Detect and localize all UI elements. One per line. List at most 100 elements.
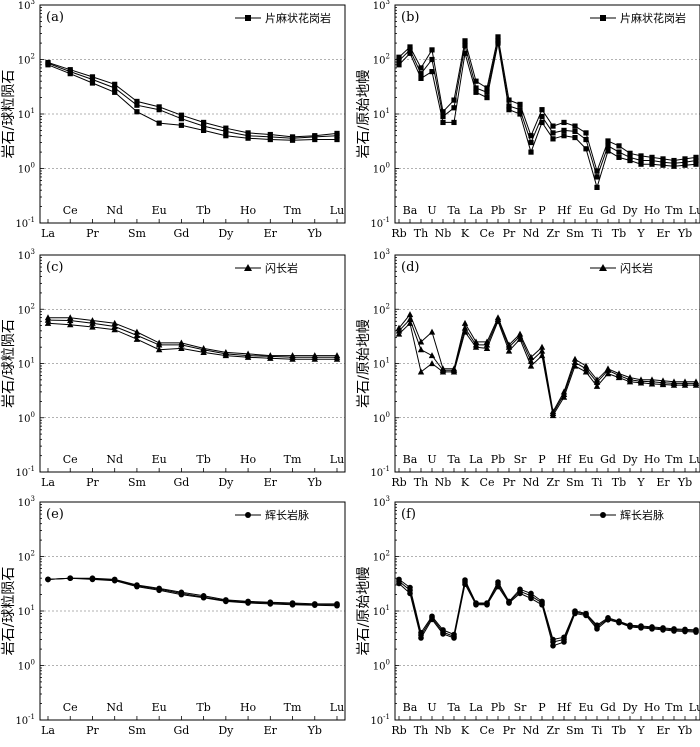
data-point xyxy=(582,365,590,372)
data-point xyxy=(627,150,633,156)
data-point xyxy=(418,71,424,77)
legend-label: 辉长岩脉 xyxy=(265,508,309,522)
data-point xyxy=(201,123,207,129)
data-point xyxy=(638,161,644,167)
x-tick-label: Ce xyxy=(480,227,495,240)
data-point xyxy=(428,328,436,335)
data-point xyxy=(671,160,677,166)
y-axis-label: 岩石/球粒陨石 xyxy=(1,319,17,408)
data-point xyxy=(395,330,403,337)
data-point xyxy=(67,317,74,324)
x-tick-label: Er xyxy=(656,227,670,240)
data-point xyxy=(671,628,677,634)
x-tick-label: U xyxy=(427,453,436,466)
y-tick-label: 101 xyxy=(18,357,35,371)
data-point xyxy=(312,134,318,140)
x-tick-label: K xyxy=(461,476,470,489)
data-point xyxy=(451,105,457,111)
data-point xyxy=(483,338,491,345)
data-point xyxy=(461,328,469,335)
series-line xyxy=(398,580,697,643)
data-point xyxy=(223,133,229,139)
y-tick-label: 10-1 xyxy=(15,465,35,479)
x-tick-label: Gd xyxy=(173,227,189,240)
x-tick-label: Pr xyxy=(503,476,516,489)
data-point xyxy=(517,111,523,117)
data-point xyxy=(311,355,318,362)
data-point xyxy=(178,116,184,122)
plot-frame xyxy=(394,4,700,224)
data-point xyxy=(67,321,74,328)
data-point xyxy=(649,154,655,160)
series-1 xyxy=(395,311,700,415)
x-tick-label: Rb xyxy=(391,227,406,240)
x-tick-label: Y xyxy=(636,724,645,737)
data-point xyxy=(660,162,666,168)
data-point xyxy=(156,587,162,594)
x-tick-label: Tb xyxy=(196,204,210,217)
y-tick-label: 101 xyxy=(373,357,390,371)
x-tick-label: Gd xyxy=(600,701,616,714)
data-point xyxy=(312,136,318,143)
data-point xyxy=(538,347,546,354)
plot-frame xyxy=(39,254,346,473)
x-tick-label: Tm xyxy=(665,204,683,217)
data-point xyxy=(594,184,600,190)
data-point xyxy=(245,135,251,141)
data-point xyxy=(561,119,567,126)
data-point xyxy=(429,616,435,623)
data-point xyxy=(134,109,140,115)
data-point xyxy=(627,154,633,160)
data-point xyxy=(671,163,677,169)
x-tick-label: Ho xyxy=(240,701,257,714)
series-line xyxy=(47,62,338,138)
data-point xyxy=(178,341,185,348)
x-tick-label: Yb xyxy=(677,724,692,737)
data-point xyxy=(428,352,436,359)
series-3 xyxy=(396,580,699,649)
data-point xyxy=(89,76,96,83)
data-point xyxy=(528,595,534,602)
series-line xyxy=(398,40,697,179)
series-2 xyxy=(395,315,700,417)
x-tick-label: K xyxy=(461,227,470,240)
series-line xyxy=(398,318,696,415)
y-tick-label: 101 xyxy=(18,107,35,121)
data-point xyxy=(396,62,402,68)
x-tick-label: Yb xyxy=(307,724,322,737)
data-point xyxy=(539,113,545,120)
x-tick-label: Sr xyxy=(514,453,528,466)
data-point xyxy=(473,85,479,91)
y-tick-label: 103 xyxy=(373,248,390,262)
x-tick-label: Ho xyxy=(644,204,661,217)
data-point xyxy=(428,360,436,367)
data-point xyxy=(528,133,534,139)
series-line xyxy=(47,577,337,606)
panel-label: (f) xyxy=(401,507,416,522)
data-point xyxy=(604,370,612,377)
x-tick-label: La xyxy=(469,204,483,217)
panel-label: (e) xyxy=(46,507,64,522)
data-point xyxy=(473,78,479,84)
legend-marker xyxy=(244,264,252,271)
x-tick-label: Ti xyxy=(592,227,603,240)
x-tick-label: Ce xyxy=(63,453,78,466)
y-tick-label: 10-1 xyxy=(370,216,390,230)
data-point xyxy=(134,583,140,590)
legend-marker xyxy=(600,512,606,518)
x-tick-label: La xyxy=(469,701,483,714)
series-line xyxy=(398,582,697,647)
data-point xyxy=(244,353,252,360)
x-tick-label: Th xyxy=(414,724,428,737)
x-tick-label: Ho xyxy=(240,453,257,466)
x-tick-label: Tb xyxy=(196,453,210,466)
data-point xyxy=(407,50,413,56)
data-point xyxy=(550,136,556,142)
data-point xyxy=(289,601,296,608)
data-point xyxy=(616,154,622,160)
data-point xyxy=(594,168,600,174)
data-point xyxy=(396,54,402,60)
legend: 辉长岩脉 xyxy=(235,508,309,522)
data-point xyxy=(561,639,567,645)
